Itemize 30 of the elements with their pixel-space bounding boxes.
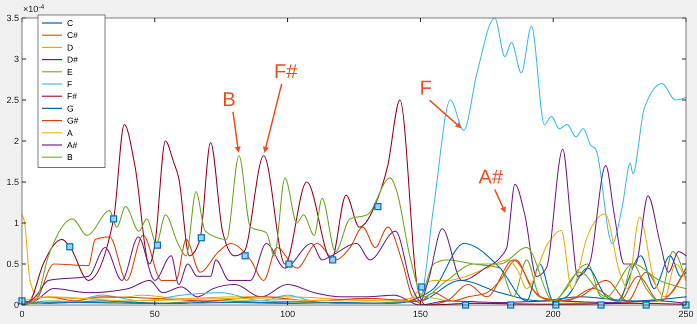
annotation: F# xyxy=(274,60,298,83)
legend-label: C xyxy=(67,18,74,28)
y-tick-label: 0.5 xyxy=(6,259,19,269)
y-tick-label: 3 xyxy=(14,54,19,64)
legend-label: G# xyxy=(67,116,79,126)
annotation: B xyxy=(222,88,236,111)
legend-label: C# xyxy=(67,30,78,40)
legend-label: E xyxy=(67,66,73,77)
y-tick-label: 2.5 xyxy=(6,95,19,105)
y-tick-label: 2 xyxy=(14,136,19,146)
legend-label: B xyxy=(67,152,73,162)
legend-label: A# xyxy=(67,140,78,150)
x-tick-label: 150 xyxy=(412,309,428,319)
annotation: F xyxy=(420,77,432,100)
y-tick-label: 1 xyxy=(14,218,19,228)
x-tick-label: 50 xyxy=(150,309,160,319)
y-tick-label: 3.5 xyxy=(6,13,19,23)
x-tick-label: 100 xyxy=(280,309,296,319)
x-tick-label: 250 xyxy=(678,309,694,319)
legend-label: A xyxy=(67,128,73,138)
legend-label: F# xyxy=(67,91,78,102)
legend-label: D# xyxy=(67,54,78,65)
legend-label: F xyxy=(67,79,72,89)
y-tick-label: 0 xyxy=(14,300,19,310)
legend-label: G xyxy=(67,103,74,114)
legend-label: D xyxy=(67,42,74,52)
annotation: A# xyxy=(478,166,504,189)
x-tick-label: 200 xyxy=(546,309,561,319)
y-tick-label: 1.5 xyxy=(6,177,19,187)
text: ×10$^{-4}$ xyxy=(23,4,45,14)
